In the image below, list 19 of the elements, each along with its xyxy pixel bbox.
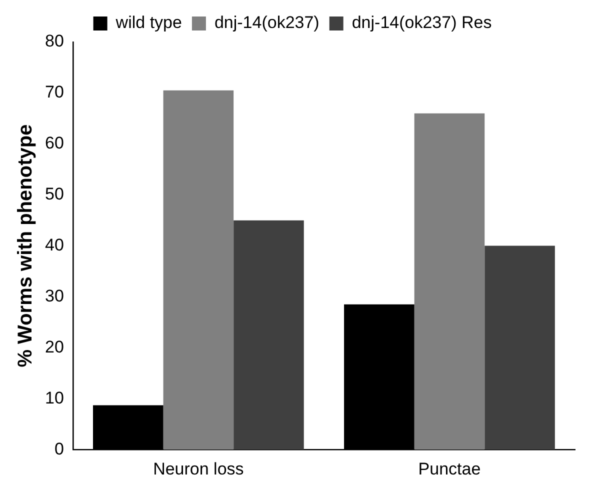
x-tick-label: Neuron loss: [153, 459, 244, 478]
x-tick-label: Punctae: [418, 459, 481, 478]
y-tick-label: 20: [44, 337, 64, 356]
bar: [414, 113, 485, 450]
y-tick-label: 0: [54, 439, 64, 458]
bar: [484, 246, 555, 450]
bar: [163, 90, 234, 450]
y-tick-label: 60: [44, 134, 64, 153]
legend-label: wild type: [114, 13, 182, 32]
y-axis-title: % Worms with phenotype: [14, 124, 37, 368]
legend-label: dnj-14(ok237) Res: [352, 13, 492, 32]
bar: [234, 220, 304, 450]
y-tick-label: 50: [44, 184, 64, 204]
y-tick-label: 80: [44, 32, 64, 51]
y-tick-label: 70: [44, 82, 64, 102]
legend-label: dnj-14(ok237): [214, 13, 320, 32]
y-tick-label: 10: [44, 388, 64, 408]
y-tick-label: 40: [44, 235, 64, 254]
y-tick-label: 30: [44, 286, 64, 306]
